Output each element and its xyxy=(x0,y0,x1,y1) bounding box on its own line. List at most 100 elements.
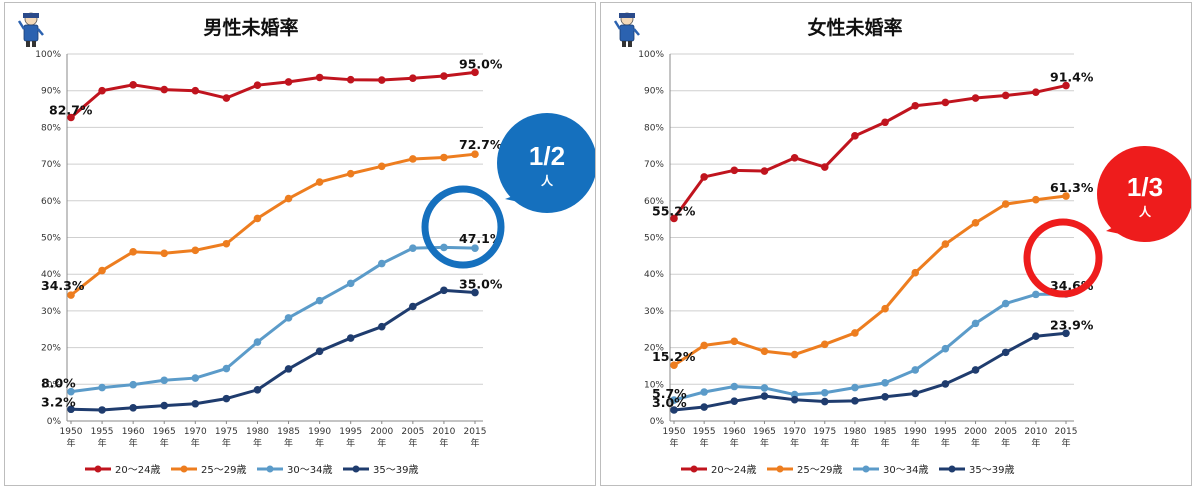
data-point xyxy=(129,81,137,89)
data-point xyxy=(941,240,950,248)
x-tick-label: 1955 xyxy=(91,427,114,437)
y-tick-label: 60% xyxy=(644,197,664,207)
data-point xyxy=(941,98,950,107)
data-point xyxy=(377,162,386,171)
x-tick-suffix: 年 xyxy=(1001,437,1010,449)
x-tick-suffix: 年 xyxy=(911,437,920,449)
y-tick-label: 40% xyxy=(41,270,61,280)
x-tick-label: 1985 xyxy=(277,427,300,437)
y-tick-label: 30% xyxy=(41,307,61,317)
data-point xyxy=(941,380,950,388)
x-tick-suffix: 年 xyxy=(346,437,355,449)
series-line-3 xyxy=(70,245,476,394)
data-point xyxy=(98,266,106,275)
data-point xyxy=(346,334,355,342)
data-point xyxy=(440,153,448,162)
series-line-4 xyxy=(673,331,1067,412)
callout-unit: 人 xyxy=(1139,204,1152,219)
x-tick-suffix: 年 xyxy=(881,437,890,449)
y-tick-label: 30% xyxy=(644,307,664,317)
x-tick-label: 1990 xyxy=(904,427,927,437)
legend-marker xyxy=(948,465,956,473)
x-tick-suffix: 年 xyxy=(66,437,75,449)
x-tick-label: 1950 xyxy=(60,427,83,437)
legend-label: 25～29歳 xyxy=(201,464,246,476)
data-point xyxy=(253,214,262,223)
x-tick-label: 1995 xyxy=(339,427,362,437)
data-label: 3.2% xyxy=(41,394,76,409)
y-tick-label: 100% xyxy=(35,50,61,60)
data-point xyxy=(222,394,231,403)
data-point xyxy=(820,163,829,171)
data-label: 55.2% xyxy=(652,203,696,218)
data-point xyxy=(253,338,262,346)
data-point xyxy=(820,340,829,349)
series-line-3 xyxy=(673,292,1067,402)
data-point xyxy=(1032,88,1040,96)
x-tick-label: 1975 xyxy=(215,427,238,437)
data-point xyxy=(191,399,200,408)
data-point xyxy=(471,288,479,297)
x-tick-suffix: 年 xyxy=(191,437,200,449)
data-label: 47.1% xyxy=(459,231,503,246)
x-tick-label: 1965 xyxy=(753,427,776,437)
y-tick-label: 0% xyxy=(650,417,665,427)
x-tick-label: 1990 xyxy=(308,427,331,437)
data-point xyxy=(409,155,417,163)
data-point xyxy=(222,239,231,248)
data-point xyxy=(1032,195,1040,204)
chart-female: 女性未婚率 0% 10% 20% 30% 40% 50% 60% 70% 80% 90% 100% 19… xyxy=(613,12,1191,476)
chart-title: 男性未婚率 xyxy=(203,16,298,39)
chart-panel-male: 男性未婚率 0% 10% 20% 30% 40% 50% 60% 70% 80% 90% 100% 19… xyxy=(4,2,596,486)
data-point xyxy=(730,166,739,175)
data-point xyxy=(820,388,829,397)
data-point xyxy=(971,366,980,374)
data-point xyxy=(440,72,448,80)
x-tick-suffix: 年 xyxy=(160,437,169,449)
x-tick-label: 1970 xyxy=(783,427,806,437)
data-point xyxy=(129,380,137,389)
data-point xyxy=(911,389,920,398)
data-point xyxy=(129,403,137,412)
x-tick-suffix: 年 xyxy=(971,437,980,449)
data-point xyxy=(377,322,386,331)
data-point xyxy=(315,73,324,82)
chart-panel-female: 女性未婚率 0% 10% 20% 30% 40% 50% 60% 70% 80% 90% 100% 19… xyxy=(600,2,1192,486)
x-tick-label: 1985 xyxy=(874,427,897,437)
x-tick-label: 1975 xyxy=(813,427,836,437)
data-point xyxy=(971,219,980,227)
data-point xyxy=(881,304,889,313)
data-point xyxy=(911,101,920,110)
data-point xyxy=(346,169,355,178)
data-point xyxy=(160,249,169,258)
data-point xyxy=(851,132,859,140)
data-label: 8.0% xyxy=(41,376,76,391)
legend-label: 20～24歳 xyxy=(115,464,160,476)
data-point xyxy=(760,384,769,392)
y-tick-label: 90% xyxy=(41,87,61,97)
x-tick-label: 1960 xyxy=(122,427,145,437)
data-point xyxy=(471,244,479,252)
callout-bubble xyxy=(497,113,595,213)
data-label: 34.3% xyxy=(41,278,85,293)
data-point xyxy=(253,386,262,394)
data-point xyxy=(284,194,293,203)
x-tick-label: 1955 xyxy=(693,427,716,437)
data-point xyxy=(790,350,799,359)
legend-marker xyxy=(776,465,784,473)
data-point xyxy=(1001,299,1010,308)
series-line-1 xyxy=(70,70,476,119)
y-tick-label: 80% xyxy=(41,123,61,133)
chart-title: 女性未婚率 xyxy=(807,16,902,39)
x-tick-label: 2010 xyxy=(1024,427,1047,437)
y-tick-label: 60% xyxy=(41,197,61,207)
data-point xyxy=(911,366,920,374)
data-point xyxy=(730,397,739,405)
data-point xyxy=(440,286,448,295)
x-tick-label: 2005 xyxy=(401,427,424,437)
data-point xyxy=(820,397,829,406)
x-tick-suffix: 年 xyxy=(850,437,859,449)
data-point xyxy=(191,86,200,95)
data-point xyxy=(160,401,169,410)
callout-bubble xyxy=(1097,146,1191,242)
